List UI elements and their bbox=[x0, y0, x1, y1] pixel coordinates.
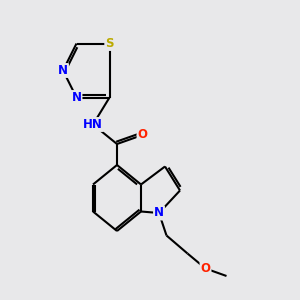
Text: HN: HN bbox=[83, 118, 103, 131]
Text: N: N bbox=[58, 64, 68, 77]
Text: O: O bbox=[137, 128, 148, 142]
Text: O: O bbox=[200, 262, 211, 275]
Text: S: S bbox=[105, 37, 114, 50]
Text: N: N bbox=[154, 206, 164, 220]
Text: N: N bbox=[71, 91, 82, 104]
